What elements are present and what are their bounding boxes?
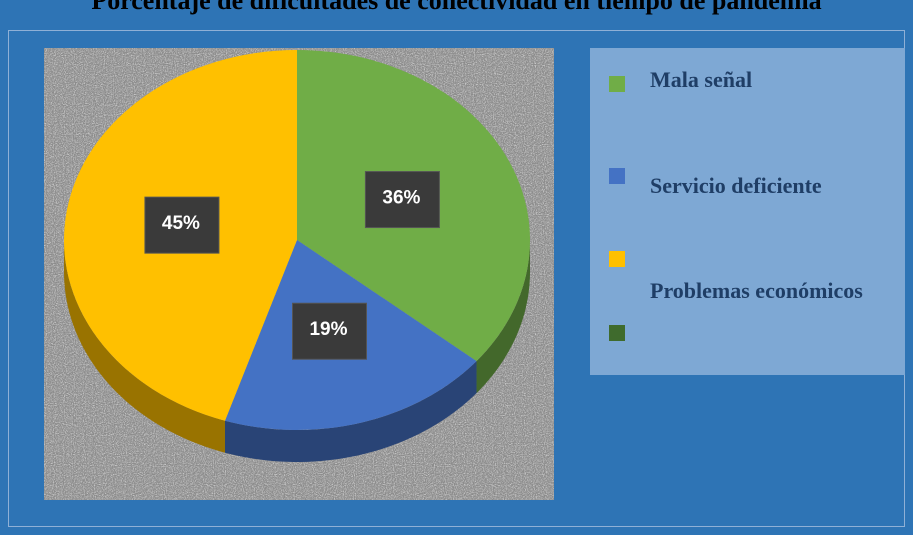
data-label-box <box>292 302 368 360</box>
data-label: 45% <box>162 213 200 234</box>
legend-marker <box>609 251 625 267</box>
slice-side <box>224 361 477 462</box>
legend-marker <box>609 325 625 341</box>
data-label: 36% <box>382 188 420 209</box>
pie: 36% 19% 45% <box>63 49 530 462</box>
legend: Mala señal Servicio deficiente Problemas… <box>590 48 905 375</box>
legend-marker <box>609 76 625 92</box>
legend-label: Mala señal <box>650 67 753 92</box>
data-label-box <box>144 196 220 254</box>
data-label: 19% <box>309 319 347 340</box>
slice-side <box>476 240 530 394</box>
data-label-box <box>364 171 440 229</box>
chart-title: Porcentaje de dificultades de conectivid… <box>91 0 822 15</box>
legend-label: Problemas económicos <box>650 278 863 303</box>
legend-marker <box>609 168 625 184</box>
slice-side <box>64 240 225 453</box>
legend-label: Servicio deficiente <box>650 173 822 198</box>
